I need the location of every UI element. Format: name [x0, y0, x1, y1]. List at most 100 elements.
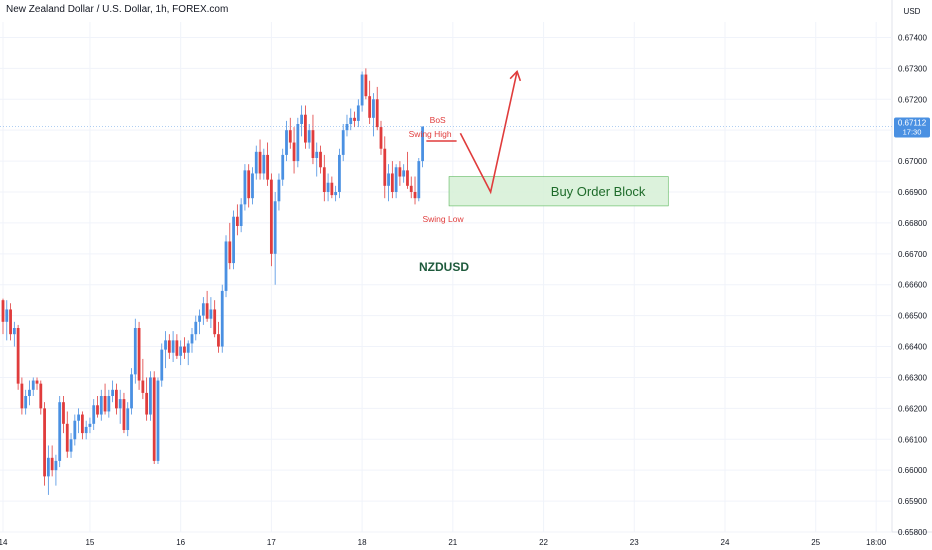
symbol-label: NZDUSD — [419, 260, 469, 274]
candle-body — [398, 167, 402, 177]
price-tick-label[interactable]: 0.66400 — [898, 343, 927, 352]
candle-body — [99, 396, 103, 415]
candle-body — [243, 170, 247, 205]
time-tick-label[interactable]: 14 — [0, 538, 8, 547]
candle-body — [375, 99, 379, 128]
candle-body — [277, 179, 281, 202]
order-block-zone: Buy Order Block — [448, 176, 669, 207]
candle-body — [175, 340, 179, 356]
candle-body — [417, 161, 421, 199]
candle-body — [292, 142, 296, 162]
candle-body — [285, 130, 288, 155]
candle-body — [364, 74, 368, 97]
candle-body — [379, 127, 383, 149]
candle-body — [164, 340, 167, 350]
candle-body — [269, 179, 273, 254]
price-tick-label[interactable]: 0.66900 — [898, 188, 927, 197]
candle-body — [145, 392, 149, 415]
swing-low-label: Swing Low — [422, 214, 464, 224]
candle-body — [92, 405, 96, 424]
candle-body — [394, 167, 398, 192]
time-tick-label[interactable]: 17 — [267, 538, 276, 547]
candle-body — [281, 154, 285, 180]
candle-body — [5, 309, 9, 322]
price-tick-label[interactable]: 0.67000 — [898, 157, 927, 166]
time-tick-label[interactable]: 22 — [539, 538, 548, 547]
price-axis-ticks[interactable]: 0.674000.673000.672000.671000.670000.669… — [898, 33, 927, 537]
time-axis-ticks[interactable]: 14 15 16 17 18 21 22 23 24 25 18:00 — [0, 538, 887, 547]
price-axis-currency: USD — [904, 7, 921, 16]
candle-body — [254, 151, 258, 174]
candle-body — [266, 154, 269, 180]
candle-body — [62, 402, 65, 424]
candle-body — [133, 328, 137, 375]
candle-body — [111, 389, 115, 396]
price-tick-label[interactable]: 0.66000 — [898, 466, 927, 475]
candle-body — [341, 130, 345, 155]
candle-body — [186, 343, 190, 353]
price-tick-label[interactable]: 0.66100 — [898, 435, 927, 444]
candle-body — [330, 182, 334, 196]
price-tick-label[interactable]: 0.67400 — [898, 33, 927, 42]
candle-body — [319, 151, 322, 168]
time-tick-label[interactable]: 18:00 — [866, 538, 887, 547]
candle-body — [213, 309, 217, 335]
time-tick-label[interactable]: 15 — [85, 538, 94, 547]
candle-body — [24, 396, 28, 409]
candle-body — [383, 148, 387, 186]
candle-body — [315, 151, 319, 158]
candle-body — [273, 201, 277, 254]
candle-body — [239, 204, 243, 226]
candle-body — [46, 457, 50, 477]
price-tick-label[interactable]: 0.66800 — [898, 219, 927, 228]
price-tick-label[interactable]: 0.66500 — [898, 312, 927, 321]
price-tick-label[interactable]: 0.67300 — [898, 64, 927, 73]
time-tick-label[interactable]: 25 — [811, 538, 820, 547]
candle-body — [35, 380, 39, 384]
price-tick-label[interactable]: 0.66200 — [898, 404, 927, 413]
candle-body — [345, 124, 349, 131]
candle-body — [232, 216, 235, 264]
projection-path — [459, 71, 518, 195]
chart-title: New Zealand Dollar / U.S. Dollar, 1h, FO… — [6, 4, 229, 15]
candle-body — [198, 315, 201, 322]
price-tick-label[interactable]: 0.65800 — [898, 528, 927, 537]
candle-body — [160, 349, 164, 381]
swing-high-label: Swing High — [409, 129, 452, 139]
candle-body — [421, 126, 424, 162]
candle-body — [406, 170, 409, 186]
candle-body — [149, 377, 152, 415]
price-tick-label[interactable]: 0.65900 — [898, 497, 927, 506]
candle-body — [118, 399, 122, 409]
time-tick-label[interactable]: 16 — [176, 538, 185, 547]
candle-body — [209, 309, 213, 319]
last-price-badge — [894, 117, 930, 138]
price-tick-label[interactable]: 0.66700 — [898, 250, 927, 259]
candle-body — [77, 414, 80, 421]
bos-label: BoS — [430, 115, 446, 125]
last-price-value: 0.67112 — [898, 118, 927, 127]
candle-body — [88, 423, 92, 427]
candle-body — [247, 170, 251, 199]
candle-body — [115, 389, 118, 409]
candle-body — [194, 321, 198, 335]
candle-body — [12, 328, 16, 335]
candle-body — [84, 426, 88, 434]
candle-body — [183, 346, 186, 353]
candle-body — [372, 99, 375, 118]
time-tick-label[interactable]: 21 — [448, 538, 457, 547]
candle-body — [152, 377, 156, 461]
time-tick-label[interactable]: 18 — [358, 538, 367, 547]
price-tick-label[interactable]: 0.67200 — [898, 95, 927, 104]
candle-body — [43, 408, 46, 477]
time-tick-label[interactable]: 23 — [630, 538, 639, 547]
price-tick-label[interactable]: 0.66300 — [898, 373, 927, 382]
candle-body — [16, 328, 20, 384]
candle-body — [251, 173, 254, 199]
candle-body — [228, 241, 232, 264]
candle-body — [322, 167, 326, 192]
price-tick-label[interactable]: 0.66600 — [898, 281, 927, 290]
time-tick-label[interactable]: 24 — [721, 538, 730, 547]
candle-body — [1, 300, 5, 322]
